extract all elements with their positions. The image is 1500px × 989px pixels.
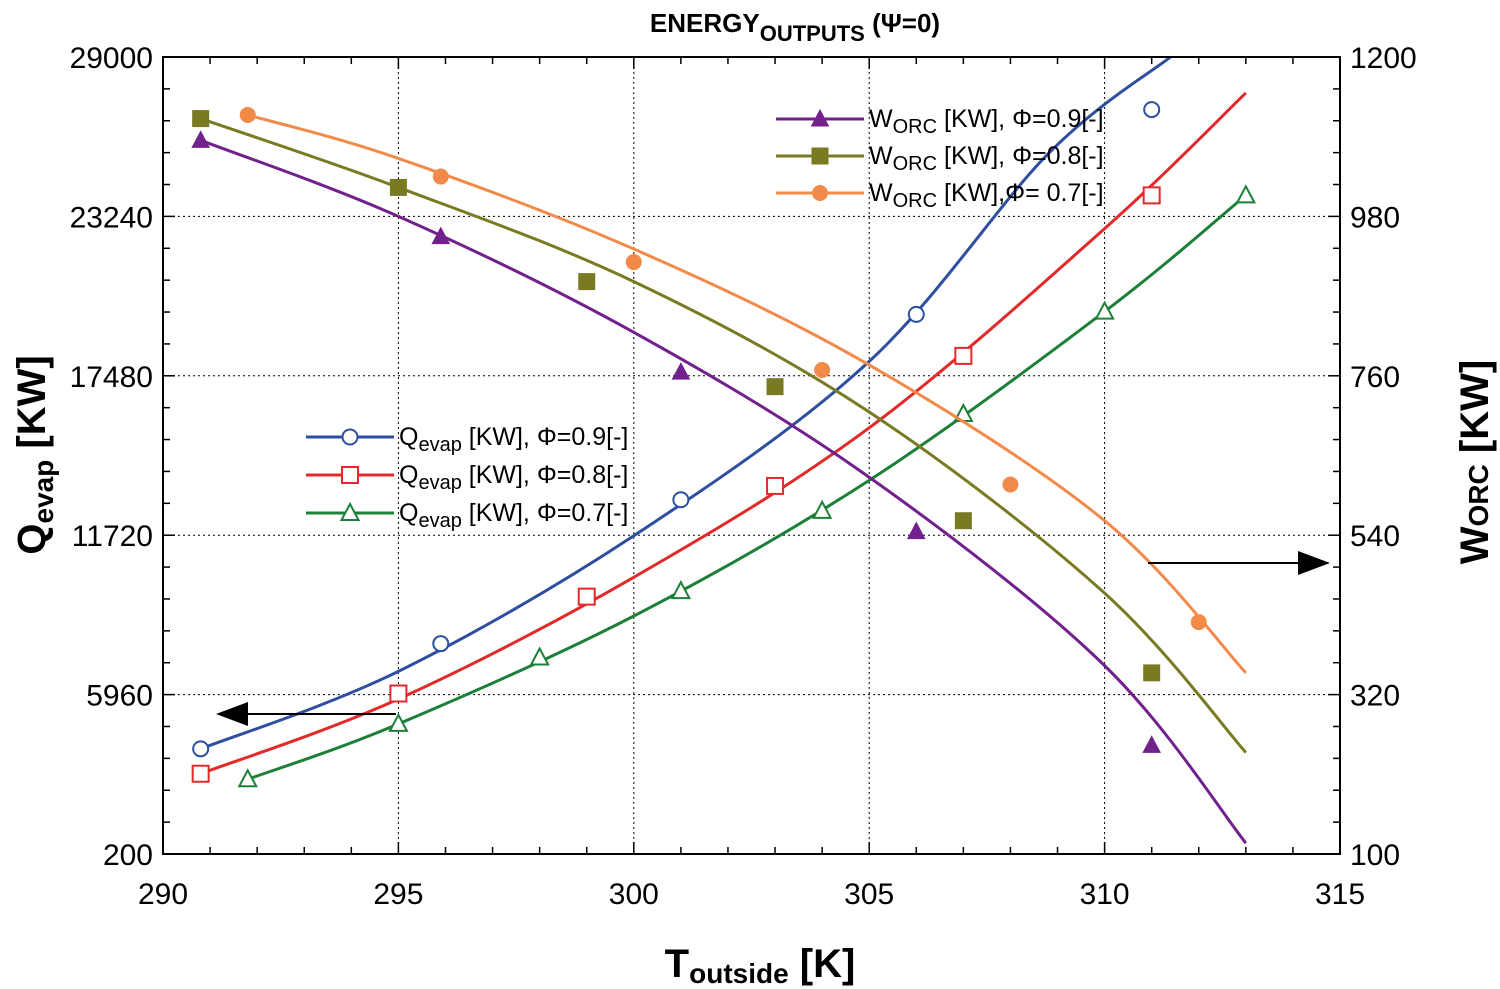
tick-labels: 290 295 300 305 310 315 200 5960 11720 17480 23240… — [70, 42, 1417, 911]
legend-qevap: Qevap [KW], Φ=0.9[-] Qevap [KW], Φ=0.8[-]… — [306, 423, 628, 532]
y-right-tick-label: 320 — [1350, 680, 1400, 713]
series-1 — [192, 57, 1172, 758]
y-left-tick-label: 11720 — [72, 520, 153, 553]
data-point — [1002, 476, 1019, 493]
data-point — [577, 587, 596, 606]
data-point — [1094, 300, 1115, 320]
legend-worc: WORC [KW], Φ=0.9[-] WORC [KW], Φ=0.8[-] WO… — [776, 105, 1104, 212]
x-tick-label: 305 — [844, 878, 894, 911]
data-point — [811, 499, 833, 519]
legend-item: Qevap [KW], Φ=0.7[-] — [306, 499, 628, 532]
data-point — [954, 512, 972, 530]
y-axis-right-label: WORC [KW] — [1453, 360, 1497, 564]
arrow-right-icon — [1148, 551, 1330, 575]
series-line — [247, 113, 1247, 674]
x-tick-label: 310 — [1080, 878, 1130, 911]
y-left-tick-label: 200 — [103, 839, 153, 872]
y-right-tick-label: 760 — [1350, 361, 1400, 394]
series-line — [200, 117, 1247, 754]
x-axis-label: Toutside [K] — [665, 942, 856, 989]
x-tick-label: 300 — [609, 878, 659, 911]
legend-item: Qevap [KW], Φ=0.9[-] — [306, 423, 628, 456]
legend-marker — [811, 147, 829, 165]
legend-label: Qevap [KW], Φ=0.8[-] — [399, 461, 628, 494]
legend-label: WORC [KW],Φ= 0.7[-] — [869, 179, 1104, 212]
data-point — [578, 273, 596, 291]
legend-label: WORC [KW], Φ=0.9[-] — [869, 105, 1104, 138]
legend-item: WORC [KW],Φ= 0.7[-] — [776, 179, 1104, 212]
data-point — [907, 305, 925, 323]
data-point — [191, 764, 210, 783]
series-layer — [191, 57, 1257, 845]
x-tick-label: 315 — [1315, 878, 1365, 911]
data-point — [192, 740, 210, 758]
data-point — [389, 178, 407, 196]
data-point — [239, 106, 256, 123]
y-right-tick-label: 980 — [1350, 201, 1400, 234]
data-point — [954, 346, 973, 365]
data-point — [672, 491, 690, 509]
series-3 — [237, 184, 1257, 788]
data-point — [1235, 184, 1257, 204]
data-point — [766, 476, 785, 495]
legend-label: WORC [KW], Φ=0.8[-] — [869, 142, 1104, 175]
y-left-tick-label: 23240 — [70, 201, 153, 234]
arrow-left-icon — [216, 702, 396, 726]
legend-marker — [812, 185, 828, 201]
x-tick-label: 295 — [373, 878, 423, 911]
data-point — [1143, 664, 1161, 682]
data-point — [431, 226, 451, 245]
y-right-tick-label: 540 — [1350, 520, 1400, 553]
data-point — [625, 254, 642, 271]
y-axis-left-label: Qevap [KW] — [10, 355, 59, 554]
series-line — [200, 57, 1172, 751]
data-point — [388, 712, 409, 732]
y-left-tick-label: 17480 — [70, 361, 153, 394]
plot-frame — [162, 56, 1341, 855]
legend-item: Qevap [KW], Φ=0.8[-] — [306, 461, 628, 494]
legend-item: WORC [KW], Φ=0.8[-] — [776, 142, 1104, 175]
x-tick-label: 290 — [138, 878, 188, 911]
legend-item: WORC [KW], Φ=0.9[-] — [776, 105, 1104, 138]
data-point — [1142, 735, 1162, 753]
series-6 — [239, 106, 1247, 674]
legend-marker — [341, 466, 359, 484]
data-point — [814, 362, 831, 379]
chart-title: ENERGYOUTPUTS (Ψ=0) — [650, 8, 940, 46]
data-point — [670, 579, 692, 600]
y-right-tick-label: 1200 — [1350, 42, 1417, 75]
data-point — [529, 646, 550, 666]
data-point — [237, 768, 258, 788]
series-5 — [192, 110, 1247, 754]
y-left-tick-label: 5960 — [86, 680, 153, 713]
series-4 — [191, 130, 1248, 845]
data-point — [1142, 186, 1161, 205]
series-line — [200, 91, 1247, 776]
legend-label: Qevap [KW], Φ=0.7[-] — [399, 499, 628, 532]
grid-lines — [163, 57, 1340, 854]
legend-marker — [339, 501, 361, 521]
legend-label: Qevap [KW], Φ=0.9[-] — [399, 423, 628, 456]
data-point — [192, 110, 210, 128]
data-point — [191, 130, 210, 148]
data-point — [906, 521, 926, 540]
series-line — [200, 138, 1248, 845]
data-point — [432, 635, 450, 653]
tick-marks — [162, 56, 1341, 855]
y-right-tick-label: 100 — [1350, 839, 1400, 872]
legend-marker — [810, 108, 830, 127]
data-point — [432, 168, 449, 185]
data-point — [1190, 614, 1207, 631]
data-point — [671, 362, 691, 380]
data-point — [1143, 101, 1161, 119]
data-point — [766, 378, 784, 396]
legend-marker — [341, 428, 359, 446]
series-2 — [191, 91, 1247, 783]
data-point — [389, 684, 408, 703]
y-left-tick-label: 29000 — [70, 42, 153, 75]
